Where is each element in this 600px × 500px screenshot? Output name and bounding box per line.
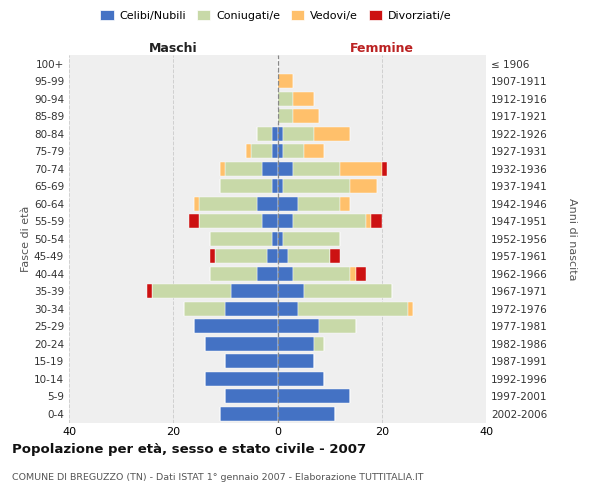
Bar [288,249,329,263]
Text: COMUNE DI BREGUZZO (TN) - Dati ISTAT 1° gennaio 2007 - Elaborazione TUTTITALIA.I: COMUNE DI BREGUZZO (TN) - Dati ISTAT 1° … [12,472,424,482]
Bar [246,144,251,158]
Bar [277,144,283,158]
Bar [257,267,277,281]
Bar [277,407,335,421]
Bar [277,92,293,106]
Bar [220,407,277,421]
Bar [272,144,277,158]
Bar [205,337,277,351]
Bar [277,74,293,88]
Bar [152,284,230,298]
Bar [210,267,257,281]
Bar [277,354,314,368]
Bar [226,354,277,368]
Bar [220,180,272,193]
Bar [277,267,293,281]
Text: Popolazione per età, sesso e stato civile - 2007: Popolazione per età, sesso e stato civil… [12,442,366,456]
Bar [272,180,277,193]
Bar [277,232,283,245]
Bar [304,144,325,158]
Bar [340,162,382,176]
Bar [319,320,356,333]
Bar [205,372,277,386]
Bar [147,284,152,298]
Bar [277,214,293,228]
Bar [408,302,413,316]
Bar [382,162,387,176]
Bar [277,110,293,123]
Bar [226,302,277,316]
Bar [226,162,262,176]
Bar [220,162,226,176]
Bar [199,196,257,211]
Bar [277,284,304,298]
Bar [189,214,199,228]
Bar [314,126,350,141]
Bar [262,214,277,228]
Bar [230,284,277,298]
Bar [257,126,272,141]
Bar [210,232,272,245]
Bar [277,320,319,333]
Bar [304,284,392,298]
Bar [350,267,356,281]
Bar [257,196,277,211]
Bar [283,126,314,141]
Text: Femmine: Femmine [350,42,414,55]
Bar [277,372,325,386]
Legend: Celibi/Nubili, Coniugati/e, Vedovi/e, Divorziati/e: Celibi/Nubili, Coniugati/e, Vedovi/e, Di… [96,6,456,25]
Bar [293,267,350,281]
Bar [262,162,277,176]
Bar [272,232,277,245]
Bar [215,249,267,263]
Bar [371,214,382,228]
Bar [210,249,215,263]
Bar [277,249,288,263]
Bar [277,196,298,211]
Y-axis label: Anni di nascita: Anni di nascita [567,198,577,280]
Bar [199,214,262,228]
Bar [194,196,199,211]
Bar [298,302,408,316]
Bar [267,249,277,263]
Bar [314,337,325,351]
Bar [277,337,314,351]
Bar [251,144,272,158]
Text: Maschi: Maschi [149,42,197,55]
Bar [329,249,340,263]
Bar [194,320,277,333]
Bar [226,389,277,403]
Bar [277,162,293,176]
Bar [298,196,340,211]
Bar [283,180,350,193]
Bar [277,302,298,316]
Bar [283,232,340,245]
Bar [277,126,283,141]
Bar [366,214,371,228]
Bar [277,180,283,193]
Bar [293,92,314,106]
Bar [350,180,377,193]
Bar [293,162,340,176]
Bar [184,302,226,316]
Bar [340,196,350,211]
Bar [293,110,319,123]
Bar [272,126,277,141]
Bar [293,214,366,228]
Bar [356,267,366,281]
Bar [277,389,350,403]
Y-axis label: Fasce di età: Fasce di età [21,206,31,272]
Bar [283,144,304,158]
